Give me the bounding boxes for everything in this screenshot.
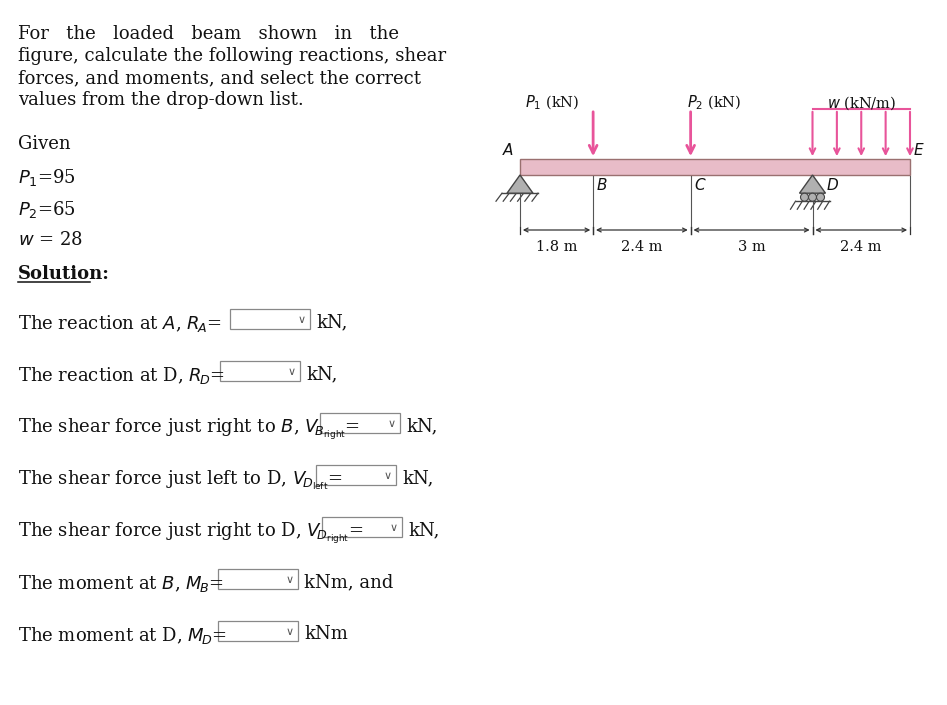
Text: kN,: kN, — [306, 365, 337, 383]
Text: figure, calculate the following reactions, shear: figure, calculate the following reaction… — [18, 47, 446, 65]
Text: The reaction at D, $R_{\!D}$=: The reaction at D, $R_{\!D}$= — [18, 365, 224, 386]
Text: $E$: $E$ — [913, 142, 924, 158]
Text: 2.4 m: 2.4 m — [841, 240, 882, 254]
Bar — [322, 517, 402, 537]
Bar — [320, 413, 400, 433]
Text: ∨: ∨ — [298, 315, 306, 325]
Bar — [520, 159, 910, 175]
Text: $P_2$=65: $P_2$=65 — [18, 199, 76, 220]
Circle shape — [800, 193, 809, 201]
Text: ∨: ∨ — [286, 575, 295, 585]
Text: $w$ (kN/m): $w$ (kN/m) — [827, 94, 896, 111]
Text: The shear force just right to D, $V_{\!D_{\rm right}}$=: The shear force just right to D, $V_{\!D… — [18, 521, 364, 546]
Polygon shape — [507, 175, 533, 193]
Text: 2.4 m: 2.4 m — [621, 240, 663, 254]
Text: $P_1$ (kN): $P_1$ (kN) — [525, 94, 580, 112]
Text: kNm, and: kNm, and — [304, 573, 393, 591]
Text: kN,: kN, — [408, 521, 439, 539]
Text: ∨: ∨ — [286, 627, 295, 637]
Text: $w$ = 28: $w$ = 28 — [18, 231, 83, 249]
Text: The shear force just left to D, $V_{\!D_{\rm left}}$=: The shear force just left to D, $V_{\!D_… — [18, 469, 343, 492]
Text: The moment at D, $M_{\!D}$=: The moment at D, $M_{\!D}$= — [18, 625, 226, 646]
Text: $D$: $D$ — [827, 177, 840, 193]
Polygon shape — [799, 175, 826, 193]
Text: $P_2$ (kN): $P_2$ (kN) — [687, 94, 742, 112]
Bar — [220, 361, 300, 381]
Text: $C$: $C$ — [693, 177, 706, 193]
Text: $B$: $B$ — [596, 177, 608, 193]
Bar — [230, 309, 310, 329]
Text: The reaction at $\mathit{A}$, $R_{\!A}$=: The reaction at $\mathit{A}$, $R_{\!A}$= — [18, 313, 222, 334]
Text: ∨: ∨ — [384, 471, 392, 481]
Text: Given: Given — [18, 135, 71, 153]
Text: kNm: kNm — [304, 625, 348, 643]
Text: $P_1$=95: $P_1$=95 — [18, 167, 76, 188]
Text: The shear force just right to $B$, $V_{\!B_{\rm right}}$=: The shear force just right to $B$, $V_{\… — [18, 417, 360, 442]
Text: values from the drop-down list.: values from the drop-down list. — [18, 91, 304, 109]
Circle shape — [816, 193, 825, 201]
Bar — [218, 621, 298, 641]
Text: kN,: kN, — [406, 417, 438, 435]
Text: kN,: kN, — [316, 313, 348, 331]
Bar — [218, 569, 298, 589]
Text: The moment at $B$, $M_{\!B}$=: The moment at $B$, $M_{\!B}$= — [18, 573, 223, 594]
Text: ∨: ∨ — [288, 367, 296, 377]
Text: $A$: $A$ — [502, 142, 514, 158]
Circle shape — [809, 193, 816, 201]
Text: Solution:: Solution: — [18, 265, 110, 283]
Text: 1.8 m: 1.8 m — [536, 240, 578, 254]
Text: 3 m: 3 m — [738, 240, 765, 254]
Text: For   the   loaded   beam   shown   in   the: For the loaded beam shown in the — [18, 25, 399, 43]
Bar — [316, 465, 396, 485]
Text: forces, and moments, and select the correct: forces, and moments, and select the corr… — [18, 69, 421, 87]
Text: ∨: ∨ — [390, 523, 398, 533]
Text: ∨: ∨ — [388, 419, 396, 429]
Text: kN,: kN, — [402, 469, 434, 487]
